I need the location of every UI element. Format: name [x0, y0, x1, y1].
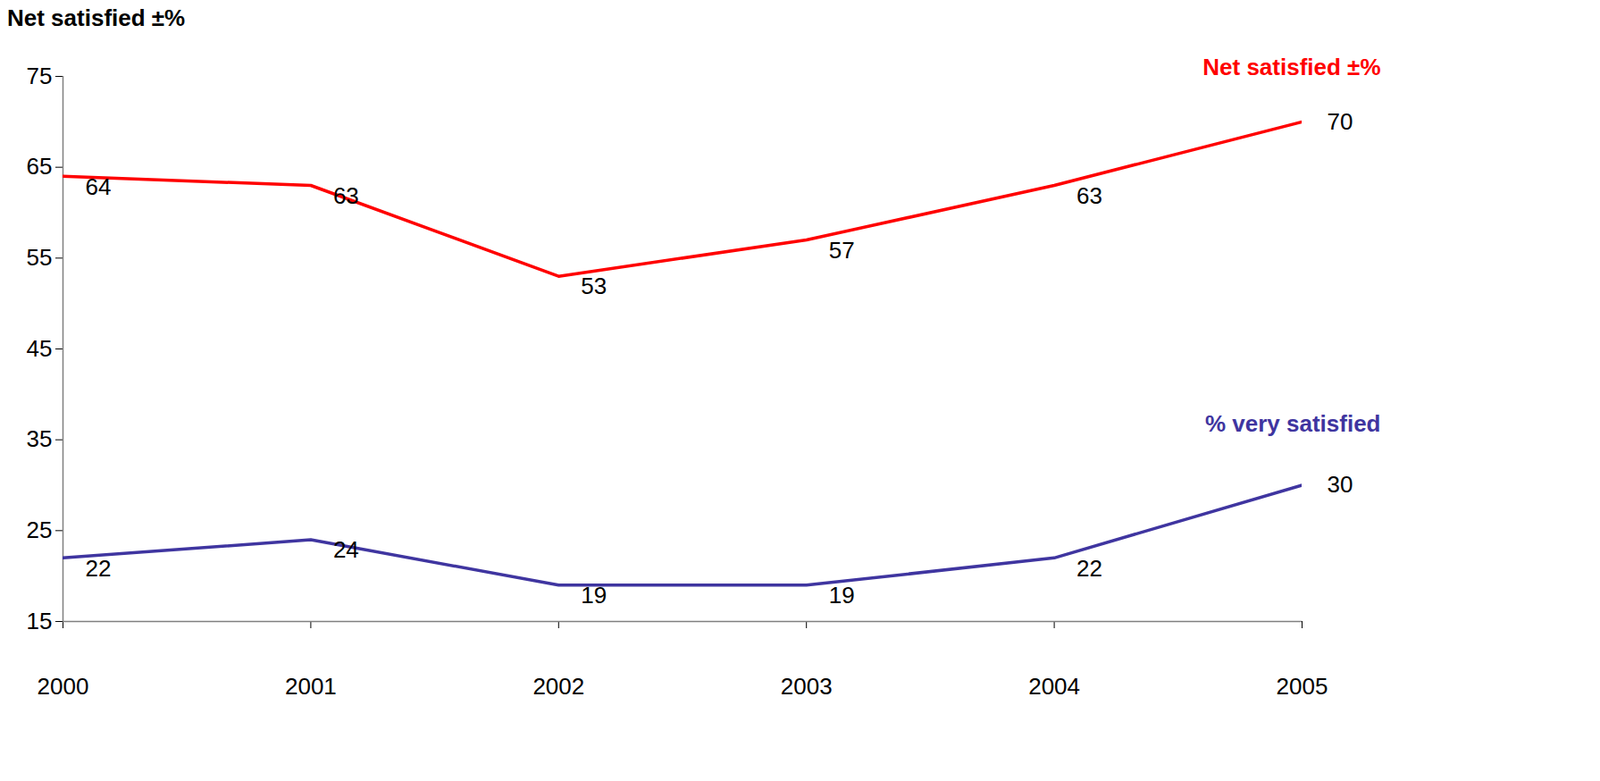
svg-text:25: 25	[26, 516, 53, 544]
svg-text:30: 30	[1327, 470, 1354, 498]
svg-text:19: 19	[580, 581, 607, 609]
svg-text:35: 35	[26, 425, 53, 453]
svg-text:55: 55	[26, 243, 53, 271]
svg-text:15: 15	[26, 607, 53, 635]
svg-text:% very satisfied: % very satisfied	[1205, 410, 1382, 437]
svg-text:2002: 2002	[532, 672, 585, 700]
svg-text:24: 24	[333, 536, 360, 563]
svg-text:64: 64	[85, 173, 112, 201]
svg-text:57: 57	[829, 236, 855, 264]
html-text:Net satisfied ±%: Net satisfied ±%	[7, 4, 186, 32]
svg-text:Net satisfied ±%: Net satisfied ±%	[1202, 53, 1381, 81]
svg-text:2001: 2001	[284, 672, 337, 700]
svg-text:75: 75	[26, 62, 53, 90]
svg-text:70: 70	[1327, 108, 1354, 135]
svg-text:2005: 2005	[1276, 672, 1329, 700]
svg-text:53: 53	[580, 272, 607, 300]
svg-text:22: 22	[1076, 554, 1103, 582]
svg-text:22: 22	[85, 554, 112, 582]
svg-text:19: 19	[829, 581, 855, 609]
svg-text:65: 65	[26, 152, 53, 180]
svg-text:2004: 2004	[1028, 672, 1081, 700]
svg-text:2003: 2003	[780, 672, 833, 700]
svg-text:45: 45	[26, 335, 53, 362]
svg-text:63: 63	[1076, 182, 1103, 210]
svg-text:63: 63	[333, 182, 360, 210]
svg-text:2000: 2000	[37, 672, 90, 700]
